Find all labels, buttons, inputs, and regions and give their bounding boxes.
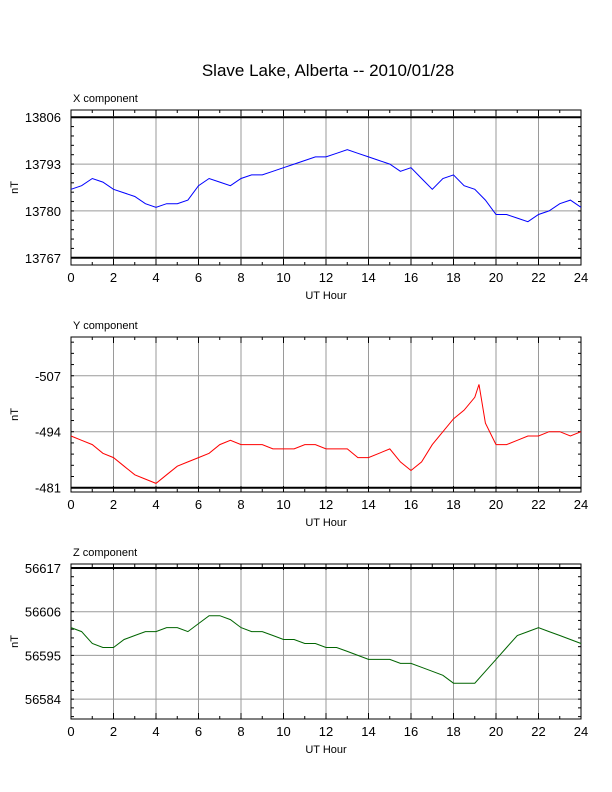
x-tick-label: 20 [489,497,503,512]
x-tick-label: 22 [531,724,545,739]
x-tick-label: 14 [361,497,375,512]
x-tick-label: 14 [361,724,375,739]
figure-title: Slave Lake, Alberta -- 2010/01/28 [202,61,454,80]
x-tick-label: 16 [404,724,418,739]
y-tick-label: 13806 [25,110,61,125]
x-tick-label: 6 [195,497,202,512]
series-line [70,615,582,684]
y-tick-label: -494 [35,425,61,440]
x-tick-label: 0 [67,497,74,512]
y-tick-label: 13780 [25,204,61,219]
x-tick-label: 0 [67,724,74,739]
x-axis-label: UT Hour [305,744,347,756]
x-tick-label: 2 [110,497,117,512]
x-tick-label: 10 [276,270,290,285]
x-tick-label: 8 [237,270,244,285]
x-tick-label: 18 [446,270,460,285]
x-tick-label: 8 [237,724,244,739]
x-tick-label: 20 [489,270,503,285]
x-tick-label: 2 [110,724,117,739]
x-tick-label: 18 [446,497,460,512]
panel-label: X component [73,93,138,105]
x-tick-label: 16 [404,497,418,512]
x-tick-label: 4 [152,497,159,512]
y-tick-label: 56617 [25,561,61,576]
y-tick-label: 13793 [25,157,61,172]
x-tick-label: 22 [531,497,545,512]
x-tick-label: 24 [574,497,588,512]
y-axis-label: nT [9,635,21,648]
chart-panels: 0 2 4 6 8 10 12 14 16 18 20 22 241380613793137801376… [9,93,588,756]
x-tick-label: 0 [67,270,74,285]
x-axis-label: UT Hour [305,290,347,302]
panel-1: 0 2 4 6 8 10 12 14 16 18 20 22 241380613793137801376… [9,93,588,302]
x-tick-label: 12 [319,497,333,512]
x-tick-label: 2 [110,270,117,285]
x-tick-label: 10 [276,497,290,512]
series-line [70,149,582,223]
x-axis-label: UT Hour [305,517,347,529]
y-tick-label: 56606 [25,605,61,620]
y-tick-label: 56584 [25,692,61,707]
x-tick-label: 14 [361,270,375,285]
x-tick-label: 6 [195,270,202,285]
panel-label: Z component [73,547,137,559]
panel-3: 0 2 4 6 8 10 12 14 16 18 20 22 245661756606565955658… [9,547,588,756]
x-tick-label: 18 [446,724,460,739]
x-tick-label: 24 [574,724,588,739]
x-tick-label: 6 [195,724,202,739]
series-line [70,384,582,484]
x-tick-label: 4 [152,724,159,739]
x-tick-label: 4 [152,270,159,285]
y-tick-label: -481 [35,481,61,496]
x-tick-label: 12 [319,270,333,285]
x-tick-label: 16 [404,270,418,285]
y-tick-label: 56595 [25,648,61,663]
x-tick-label: 24 [574,270,588,285]
y-tick-label: -507 [35,369,61,384]
y-tick-label: 13767 [25,251,61,266]
x-tick-label: 12 [319,724,333,739]
x-tick-label: 10 [276,724,290,739]
y-axis-label: nT [9,408,21,421]
x-tick-label: 22 [531,270,545,285]
x-tick-label: 20 [489,724,503,739]
panel-label: Y component [73,320,138,332]
y-axis-label: nT [9,181,21,194]
x-tick-label: 8 [237,497,244,512]
